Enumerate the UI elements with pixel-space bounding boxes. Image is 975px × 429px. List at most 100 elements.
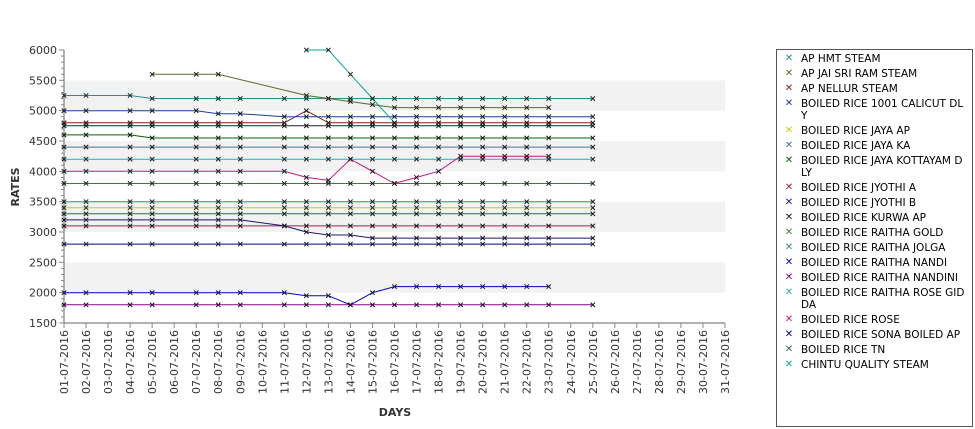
data-point [83,241,89,247]
data-point [193,205,199,211]
data-point [347,144,353,150]
data-point [303,241,309,247]
data-point [436,135,442,141]
data-point [502,199,508,205]
data-point [347,241,353,247]
data-point [413,241,420,247]
data-point [546,223,552,229]
data-point [215,168,221,174]
legend-label: BOILED RICE TN [801,344,886,356]
data-point [480,95,486,102]
data-point [149,241,155,247]
legend-label: BOILED RICE ROSE [801,314,900,326]
legend-marker-icon: ✕ [784,344,794,355]
x-tick-label: 08-07-2016 [212,330,225,394]
data-point [436,123,442,129]
data-point [590,211,596,217]
data-point [303,229,309,235]
data-point [524,135,530,141]
data-point [391,180,398,187]
data-point [281,123,287,129]
data-point [590,123,596,129]
data-point [83,290,89,296]
data-point [502,235,508,241]
data-point [149,217,155,223]
legend-item: ✕ BOILED RICE ROSE [777,314,972,326]
data-point [436,114,442,120]
x-tick-label: 13-07-2016 [322,330,335,394]
data-point [193,290,199,296]
data-point [502,123,508,129]
data-point [61,180,67,187]
data-point [149,199,155,205]
data-point [369,95,376,102]
data-point [391,95,398,102]
data-point [193,123,199,129]
data-point [149,205,155,211]
legend-label: BOILED RICE RAITHA NANDINI [801,272,958,284]
data-point [347,99,353,105]
data-point [347,156,353,162]
data-point [149,156,155,162]
data-point [281,144,287,150]
legend-marker-icon: ✕ [784,197,794,208]
data-point [347,123,353,129]
data-point [215,241,221,247]
data-point [502,105,508,111]
data-point [215,180,221,187]
data-point [325,302,331,308]
legend-marker-icon: ✕ [784,155,794,166]
data-point [480,211,486,217]
legend-label: BOILED RICE JYOTHI A [801,182,917,194]
data-point [61,290,67,296]
legend-marker-icon: ✕ [784,68,794,79]
legend-label: BOILED RICE JAYA KA [801,140,911,152]
data-point [458,123,464,129]
plot-band [64,50,725,81]
data-point [193,108,199,114]
data-point [61,241,67,247]
data-point [83,211,89,217]
data-point [61,205,67,211]
data-point [303,302,309,308]
x-tick-label: 28-07-2016 [653,330,666,394]
data-point [83,302,89,308]
data-point [83,144,89,150]
x-tick-label: 04-07-2016 [124,330,137,394]
data-point [413,105,420,111]
legend-marker-icon: ✕ [784,140,794,151]
data-point [303,47,309,53]
data-point [193,135,199,141]
data-point [524,199,530,205]
data-point [83,199,89,205]
data-point [391,120,398,126]
legend-label: BOILED RICE RAITHA GOLD [801,227,944,239]
data-point [391,105,398,111]
data-point [149,290,155,296]
data-point [193,95,199,102]
data-point [303,144,309,150]
data-point [281,95,287,102]
data-point [502,205,508,211]
line-chart: 1500 2000 2500 3000 3500 4000 4500 5000 5500 6000… [9,44,732,419]
legend-marker-icon: ✕ [784,83,794,94]
legend-item: ✕ AP NELLUR STEAM [777,83,972,95]
x-tick-label: 07-07-2016 [190,330,203,394]
data-point [127,180,133,187]
data-point [502,95,508,102]
data-point [369,223,376,229]
data-point [480,241,486,247]
data-point [237,180,243,187]
data-point [347,223,353,229]
data-point [325,223,331,229]
data-point [237,290,243,296]
data-point [369,211,376,217]
data-point [237,302,243,308]
legend-label: BOILED RICE JYOTHI B [801,197,917,209]
legend-marker-icon: ✕ [784,287,794,298]
legend-label: BOILED RICE RAITHA JOLGA [801,242,946,254]
data-point [524,153,530,159]
data-point [391,114,398,120]
data-point [436,211,442,217]
data-point [369,180,376,187]
